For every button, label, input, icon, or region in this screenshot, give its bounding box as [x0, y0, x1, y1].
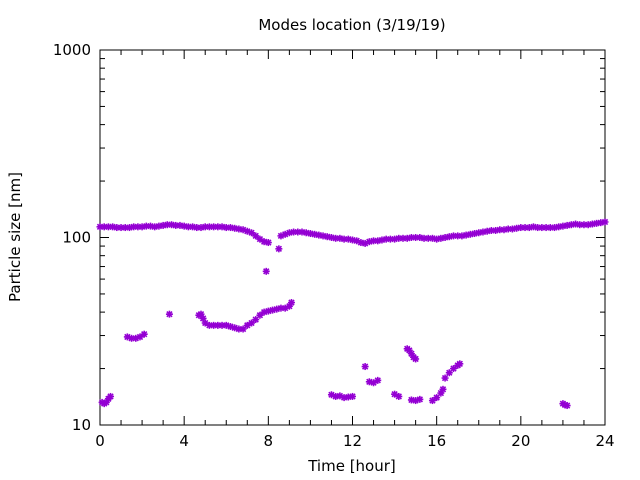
x-tick-label: 8 — [264, 432, 274, 450]
x-axis-label: Time [hour] — [307, 457, 396, 475]
data-point — [466, 230, 474, 238]
data-point — [433, 394, 441, 402]
x-tick-label: 12 — [343, 432, 362, 450]
data-point — [450, 365, 457, 373]
y-axis-label: Particle size [nm] — [6, 172, 24, 302]
data-point — [456, 360, 464, 368]
x-tick-label: 4 — [179, 432, 189, 450]
x-tick-label: 24 — [595, 432, 614, 450]
data-point — [243, 321, 251, 329]
data-points — [96, 218, 609, 410]
data-point — [239, 325, 247, 333]
data-point — [287, 299, 295, 307]
data-point — [416, 395, 424, 403]
data-point — [275, 245, 283, 253]
data-point — [298, 228, 306, 236]
y-tick-label: 10 — [72, 416, 91, 434]
axis-tick-labels: 0 4 8 12 16 20 24 10 100 1000 — [53, 41, 615, 450]
data-point — [262, 267, 270, 275]
data-point — [405, 346, 413, 354]
data-point — [165, 310, 173, 318]
data-point — [445, 369, 453, 377]
x-tick-label: 16 — [427, 432, 446, 450]
data-point — [391, 390, 399, 398]
data-point — [479, 228, 487, 236]
data-point — [563, 402, 571, 410]
data-point — [412, 355, 420, 363]
data-point — [593, 219, 601, 227]
data-point — [441, 374, 449, 382]
data-point — [439, 385, 447, 393]
data-point — [252, 232, 260, 240]
chart-title: Modes location (3/19/19) — [258, 16, 445, 34]
data-point — [374, 376, 382, 384]
y-tick-label: 100 — [62, 229, 91, 247]
data-point — [349, 392, 356, 400]
data-point — [601, 218, 609, 226]
x-tick-label: 20 — [511, 432, 530, 450]
axis-ticks — [99, 49, 606, 426]
data-point — [107, 392, 115, 400]
y-tick-label: 1000 — [53, 41, 91, 59]
data-point — [248, 229, 255, 237]
data-point — [395, 392, 403, 400]
data-point — [264, 239, 272, 247]
data-point — [361, 363, 369, 371]
x-tick-label: 0 — [95, 432, 105, 450]
data-point — [140, 330, 148, 338]
